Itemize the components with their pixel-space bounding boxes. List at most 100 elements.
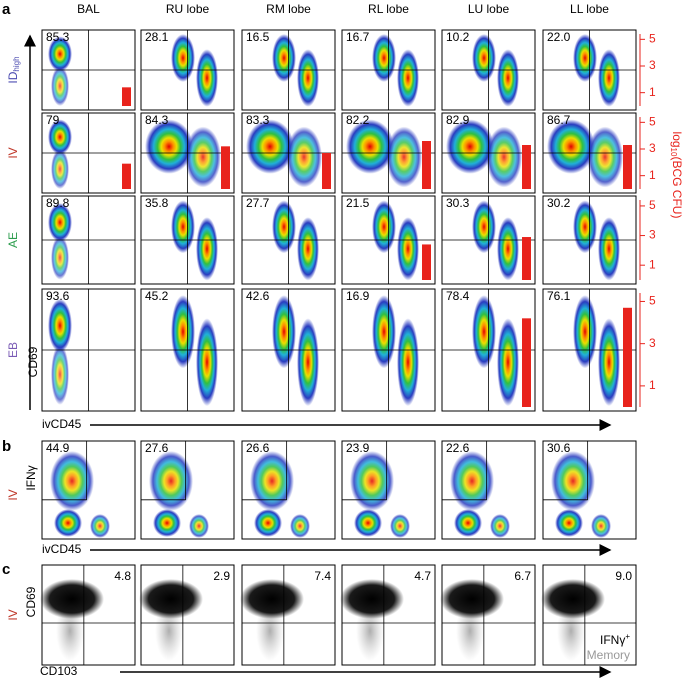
y-axis-label: IFNγ	[24, 465, 38, 490]
density	[573, 200, 597, 254]
density	[372, 34, 396, 82]
cfu-bar	[322, 153, 331, 189]
density	[48, 36, 72, 72]
percent-label: 78.4	[446, 289, 470, 303]
percent-label: 89.8	[46, 196, 70, 210]
density	[397, 49, 419, 107]
percent-label: 10.2	[446, 30, 470, 44]
text-part: +	[625, 632, 630, 641]
density	[153, 509, 181, 537]
cfu-bar	[422, 141, 431, 189]
density	[472, 34, 496, 82]
density	[48, 203, 72, 242]
cfu-tick-label: 1	[649, 168, 656, 182]
density	[290, 514, 310, 538]
percent-label: 26.6	[246, 441, 270, 455]
percent-label: 86.7	[547, 113, 571, 127]
percent-label: 35.8	[145, 196, 169, 210]
percent-label: 93.6	[46, 289, 70, 303]
percent-label: 82.2	[346, 113, 370, 127]
row-label: EB	[6, 342, 20, 358]
density	[541, 579, 605, 619]
column-header: RU lobe	[166, 2, 210, 16]
cfu-tick-label: 5	[649, 198, 656, 212]
density	[196, 49, 218, 107]
density	[386, 126, 422, 188]
column-header: LU lobe	[468, 2, 510, 16]
text-part: high	[12, 56, 21, 71]
cfu-bar	[522, 318, 531, 407]
density	[196, 318, 218, 407]
percent-label: 84.3	[145, 113, 169, 127]
percent-label: 83.3	[246, 113, 270, 127]
cfu-bar	[122, 163, 131, 189]
cfu-bar	[221, 146, 230, 189]
density	[254, 509, 282, 537]
density	[297, 318, 319, 407]
row-label: IV	[6, 147, 20, 158]
text-part: EB	[6, 342, 20, 358]
density	[340, 579, 404, 619]
cfu-tick-label: 1	[649, 378, 656, 392]
percent-label: 21.5	[346, 196, 370, 210]
percent-label: 85.3	[46, 30, 70, 44]
percent-label: 30.3	[446, 196, 470, 210]
density	[486, 126, 522, 188]
legend-entry: Memory	[587, 648, 630, 662]
percent-label: 79	[46, 113, 60, 127]
text-part: ID	[6, 71, 20, 83]
column-header: BAL	[77, 2, 100, 16]
percent-label: 27.7	[246, 196, 270, 210]
legend-entry: IFNγ+	[600, 632, 630, 647]
cfu-tick-label: 1	[649, 257, 656, 271]
density	[54, 509, 82, 537]
density	[250, 451, 294, 511]
text-part: IFNγ	[600, 633, 625, 647]
density	[397, 217, 419, 281]
density	[598, 217, 620, 281]
density	[48, 298, 72, 353]
percent-label: 30.6	[547, 441, 571, 455]
panel-letter: b	[2, 438, 11, 455]
percent-label: 27.6	[145, 441, 169, 455]
density	[185, 126, 221, 188]
text-part: IV	[6, 147, 20, 158]
density	[51, 343, 69, 405]
density	[390, 514, 410, 538]
column-header: RL lobe	[368, 2, 409, 16]
density	[346, 119, 394, 174]
percent-label: 6.7	[514, 569, 531, 583]
density	[48, 119, 72, 155]
density	[587, 126, 623, 188]
percent-label: 22.0	[547, 30, 571, 44]
y-axis-label: CD69	[26, 346, 40, 377]
percent-label: 16.7	[346, 30, 370, 44]
cfu-bar	[422, 244, 431, 280]
panel-letter: a	[2, 1, 11, 18]
density	[272, 200, 296, 254]
percent-label: 4.7	[414, 569, 431, 583]
cfu-tick-label: 3	[649, 58, 656, 72]
density	[472, 295, 496, 369]
cfu-tick-label: 3	[649, 141, 656, 155]
percent-label: 76.1	[547, 289, 571, 303]
cfu-bar	[623, 145, 632, 189]
cfu-tick-label: 3	[649, 336, 656, 350]
cfu-tick-label: 5	[649, 294, 656, 308]
percent-label: 82.9	[446, 113, 470, 127]
density	[440, 579, 504, 619]
density	[591, 514, 611, 538]
density	[145, 119, 193, 174]
density	[272, 295, 296, 369]
density	[354, 509, 382, 537]
density	[598, 318, 620, 407]
density	[497, 217, 519, 281]
density	[547, 119, 595, 174]
density	[171, 34, 195, 82]
percent-label: 4.8	[114, 569, 131, 583]
density	[454, 509, 482, 537]
x-axis-label: ivCD45	[42, 542, 82, 556]
density	[139, 579, 203, 619]
percent-label: 23.9	[346, 441, 370, 455]
